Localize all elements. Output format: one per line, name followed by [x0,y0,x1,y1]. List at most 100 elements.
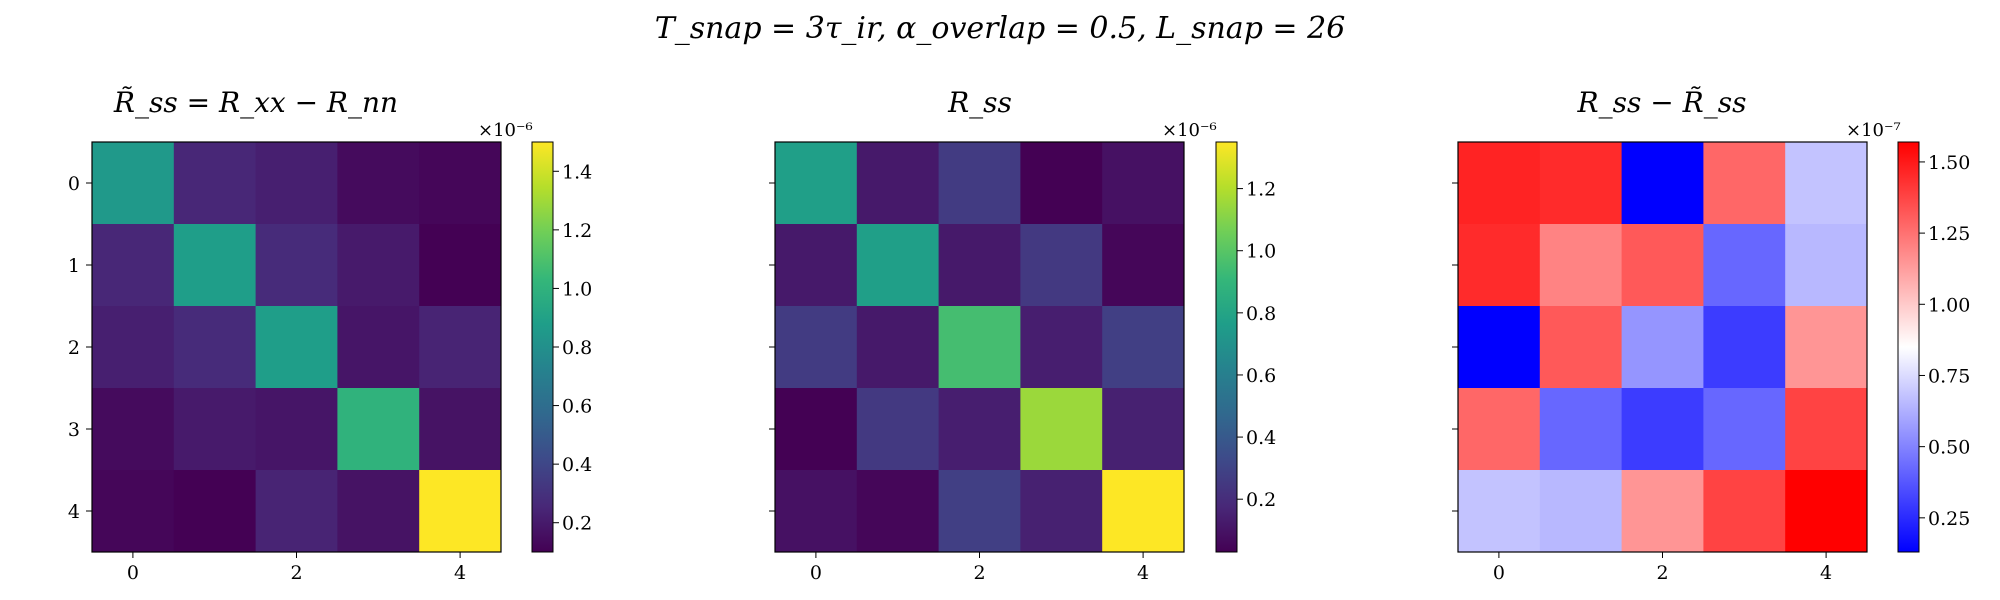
heatmap-cell-1-r3-c1 [173,388,257,471]
heatmap-cell-2-r4-c2 [938,470,1021,553]
heatmap-cell-2-r4-c0 [775,470,858,553]
heatmap-cell-3-r3-c1 [1539,388,1623,471]
panel-1-colorbar: 0.2 0.4 0.6 0.8 1.0 1.2 1.4 ×10⁻⁶ [478,120,592,553]
colorbar-tick-label-3-0.50: 0.50 [1928,437,1970,459]
heatmap-cell-3-r2-c3 [1703,306,1786,389]
heatmap-cell-2-r4-c1 [856,470,940,553]
heatmap-cell-1-r1-c4 [419,224,502,307]
heatmap-cell-1-r2-c3 [337,306,420,389]
heatmap-cell-3-r2-c0 [1458,306,1541,389]
heatmap-cell-1-r3-c2 [255,388,338,471]
colorbar-tick-label-1-0.8: 0.8 [562,337,592,359]
panel-1-colorbar-ticks: 0.2 0.4 0.6 0.8 1.0 1.2 1.4 [553,161,592,535]
colorbar-tick-label-2-1.0: 1.0 [1246,241,1276,263]
y-tick-label-1-2: 2 [68,337,80,359]
x-tick-label-1-2: 2 [290,562,302,584]
heatmap-cell-3-r4-c4 [1785,470,1868,553]
panel-3-colorbar-gradient [1897,141,1920,553]
heatmap-cell-2-r2-c2 [938,306,1021,389]
panel-1-x-ticks: 0 2 4 [127,552,466,584]
heatmap-cell-2-r0-c3 [1020,142,1103,225]
panel-2-x-ticks: 0 2 4 [810,552,1149,584]
heatmap-cell-2-r0-c0 [775,142,858,225]
heatmap-cell-1-r2-c2 [255,306,338,389]
panel-3-colorbar-ticks: 0.25 0.50 0.75 1.00 1.25 1.50 [1919,152,1970,530]
panel-3-cells [1458,142,1868,553]
y-tick-label-1-3: 3 [68,419,80,441]
heatmap-cell-3-r1-c0 [1458,224,1541,307]
colorbar-tick-label-3-1.50: 1.50 [1928,152,1970,174]
heatmap-cell-1-r2-c0 [92,306,175,389]
panel-2-cells [775,142,1185,553]
panel-2-colorbar: 0.2 0.4 0.6 0.8 1.0 1.2 ×10⁻⁶ [1162,120,1276,553]
colorbar-tick-label-1-1.0: 1.0 [562,278,592,300]
heatmap-cell-1-r2-c4 [419,306,502,389]
heatmap-cell-3-r3-c4 [1785,388,1868,471]
heatmap-cell-2-r1-c2 [938,224,1021,307]
heatmap-cell-3-r1-c2 [1621,224,1704,307]
heatmap-cell-3-r1-c3 [1703,224,1786,307]
heatmap-cell-2-r4-c3 [1020,470,1103,553]
colorbar-tick-label-2-0.2: 0.2 [1246,489,1276,511]
heatmap-cell-3-r4-c2 [1621,470,1704,553]
heatmap-cell-3-r4-c3 [1703,470,1786,553]
colorbar-tick-label-1-1.2: 1.2 [562,220,592,242]
heatmap-cell-3-r2-c4 [1785,306,1868,389]
colorbar-tick-label-3-0.25: 0.25 [1928,508,1970,530]
y-tick-label-1-1: 1 [68,255,80,277]
heatmap-cell-2-r3-c4 [1102,388,1185,471]
heatmap-cell-3-r0-c3 [1703,142,1786,225]
heatmap-cell-3-r3-c3 [1703,388,1786,471]
colorbar-tick-label-1-0.6: 0.6 [562,396,592,418]
colorbar-tick-label-3-1.25: 1.25 [1928,223,1970,245]
heatmap-cell-3-r3-c0 [1458,388,1541,471]
panel-3-title: R_ss − R̃_ss [1577,86,1747,119]
heatmap-cell-1-r4-c1 [173,470,257,553]
heatmap-cell-3-r0-c2 [1621,142,1704,225]
colorbar-tick-label-2-1.2: 1.2 [1246,179,1276,201]
heatmap-cell-1-r3-c4 [419,388,502,471]
heatmap-cell-1-r4-c2 [255,470,338,553]
heatmap-cell-3-r1-c4 [1785,224,1868,307]
heatmap-cell-1-r0-c1 [173,142,257,225]
heatmap-cell-3-r2-c1 [1539,306,1623,389]
heatmap-cell-3-r4-c0 [1458,470,1541,553]
panel-1-colorbar-gradient [531,141,554,553]
heatmap-cell-1-r0-c3 [337,142,420,225]
panel-3-colorbar: 0.25 0.50 0.75 1.00 1.25 1.50 ×10⁻⁷ [1846,120,1970,553]
panel-1-colorbar-offset: ×10⁻⁶ [478,120,533,141]
heatmap-cell-3-r0-c1 [1539,142,1623,225]
heatmap-cell-1-r4-c0 [92,470,175,553]
heatmap-cell-2-r0-c4 [1102,142,1185,225]
panel-2-colorbar-ticks: 0.2 0.4 0.6 0.8 1.0 1.2 [1237,179,1276,511]
panel-2-colorbar-gradient [1215,141,1238,553]
panel-2-colorbar-offset: ×10⁻⁶ [1162,120,1217,141]
x-tick-label-1-4: 4 [454,562,466,584]
heatmap-cell-2-r2-c0 [775,306,858,389]
heatmap-cell-1-r4-c4 [419,470,502,553]
heatmap-cell-3-r2-c2 [1621,306,1704,389]
colorbar-tick-label-2-0.4: 0.4 [1246,427,1276,449]
heatmap-cell-3-r3-c2 [1621,388,1704,471]
panel-1-y-ticks: 0 1 2 3 4 [68,173,92,523]
heatmap-cell-2-r1-c4 [1102,224,1185,307]
panel-2-title: R_ss [947,86,1012,119]
colorbar-tick-label-2-0.6: 0.6 [1246,365,1276,387]
heatmap-cell-2-r1-c0 [775,224,858,307]
panel-3-x-ticks: 0 2 4 [1493,552,1832,584]
y-tick-label-1-0: 0 [68,173,80,195]
heatmap-panel-2: R_ss 0 2 4 0.2 0.4 0.6 0.8 1.0 1.2 ×10⁻⁶ [769,86,1276,584]
heatmap-cell-3-r0-c0 [1458,142,1541,225]
heatmap-cell-2-r2-c1 [856,306,940,389]
x-tick-label-2-4: 4 [1137,562,1149,584]
panel-3-colorbar-offset: ×10⁻⁷ [1846,120,1901,141]
heatmap-cell-3-r0-c4 [1785,142,1868,225]
heatmap-cell-2-r1-c1 [856,224,940,307]
heatmap-cell-1-r3-c0 [92,388,175,471]
heatmap-cell-1-r1-c3 [337,224,420,307]
panel-3-y-ticks [1452,182,1458,512]
x-tick-label-3-4: 4 [1820,562,1832,584]
colorbar-tick-label-3-0.75: 0.75 [1928,365,1970,387]
heatmap-cell-2-r2-c4 [1102,306,1185,389]
